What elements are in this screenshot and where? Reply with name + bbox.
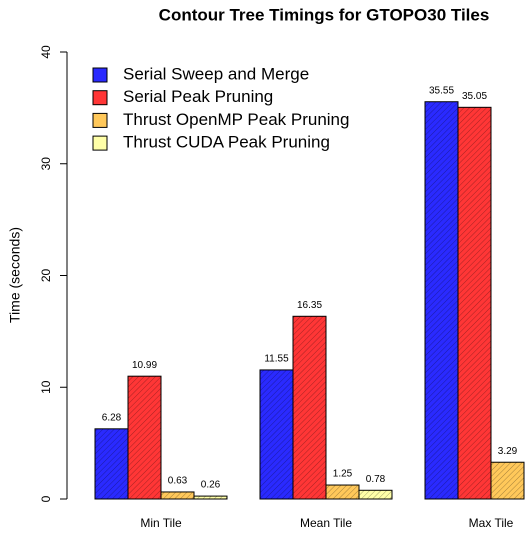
value-label: 10.99: [132, 360, 157, 371]
chart-title: Contour Tree Timings for GTOPO30 Tiles: [159, 5, 490, 24]
value-label: 11.55: [264, 354, 289, 365]
bar: [160, 491, 195, 500]
value-label: 0.63: [168, 476, 188, 487]
value-label: 1.25: [333, 469, 353, 480]
y-tick-label: 30: [39, 157, 53, 171]
bar: [490, 461, 525, 500]
legend-swatch: [92, 112, 108, 128]
y-tick-label: 0: [39, 495, 53, 502]
value-label: 35.05: [462, 91, 487, 102]
x-tick-label: Mean Tile: [300, 516, 352, 530]
value-label: 0.78: [366, 474, 386, 485]
bar: [325, 484, 360, 500]
x-tick-label: Max Tile: [469, 516, 514, 530]
legend-label: Thrust OpenMP Peak Pruning: [123, 110, 349, 129]
legend-label: Thrust CUDA Peak Pruning: [123, 133, 330, 152]
bar: [457, 106, 492, 500]
legend-label: Serial Peak Pruning: [123, 87, 273, 106]
y-tick-label: 10: [39, 380, 53, 394]
legend-label: Serial Sweep and Merge: [123, 64, 309, 83]
y-tick-label: 20: [39, 269, 53, 283]
x-tick-label: Min Tile: [140, 516, 182, 530]
bar: [193, 495, 228, 500]
bar: [292, 315, 327, 500]
value-label: 3.29: [498, 446, 518, 457]
bar: [94, 428, 129, 500]
value-label: 0.26: [201, 480, 221, 491]
legend-swatch: [92, 90, 108, 106]
bar: [424, 101, 459, 500]
legend-swatch: [92, 67, 108, 83]
y-tick-label: 40: [39, 45, 53, 59]
value-label: 16.35: [297, 300, 322, 311]
bar: [127, 375, 162, 500]
value-label: 35.55: [429, 85, 454, 96]
value-label: 6.28: [102, 412, 122, 423]
y-axis-label: Time (seconds): [7, 227, 23, 323]
legend-swatch: [92, 135, 108, 151]
bar: [259, 369, 294, 500]
bar: [358, 489, 393, 500]
